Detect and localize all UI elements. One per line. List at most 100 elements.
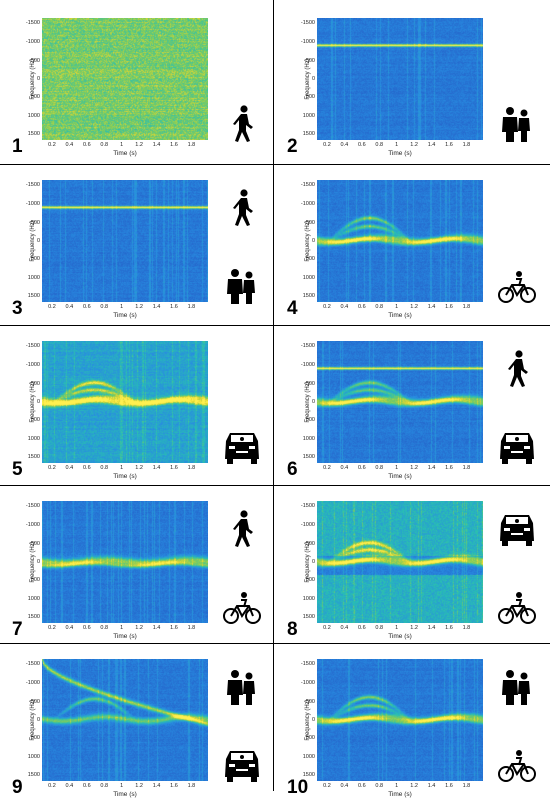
panel-number: 10: [287, 777, 309, 798]
x-tick-label: 0.4: [65, 304, 74, 310]
panel-number: 3: [12, 298, 23, 319]
panel-4: Frequency (Hz) -1500 -1000 -500 0 500 1000 1500…: [275, 166, 550, 324]
panel-number: 8: [287, 619, 298, 640]
x-tick-label: 1: [120, 625, 124, 631]
y-tick-label: -1000: [25, 39, 40, 46]
x-tick-label: 0.8: [100, 465, 109, 471]
y-tick-label: 0: [36, 238, 40, 244]
x-tick-label: 1: [395, 304, 399, 310]
panel-number: 6: [287, 459, 298, 480]
spectrogram-plot: [317, 659, 483, 781]
x-axis-label: Time (s): [113, 791, 137, 798]
y-tick-label: 500: [305, 256, 315, 263]
y-tick-label: 500: [30, 577, 40, 584]
x-tick-label: 1.8: [187, 142, 196, 148]
x-tick-label: 1: [120, 304, 124, 310]
two-persons-icon: [222, 667, 262, 707]
x-tick-label: 1.8: [462, 304, 471, 310]
spectrogram-plot: [317, 180, 483, 302]
spectrogram-image: [42, 501, 208, 623]
y-tick-label: 500: [305, 577, 315, 584]
x-tick-label: 0.4: [340, 625, 349, 631]
x-tick-label: 0.2: [323, 465, 331, 471]
x-tick-label: 1: [120, 783, 124, 789]
x-tick-label: 1.6: [445, 625, 453, 631]
y-tick-label: -1500: [300, 660, 315, 667]
y-tick-label: -1500: [25, 502, 40, 509]
x-tick-label: 1.4: [152, 142, 161, 148]
x-tick-label: 1: [395, 625, 399, 631]
spectrogram-plot: [317, 341, 483, 463]
x-tick-label: 0.8: [375, 625, 384, 631]
x-tick-label: 1.6: [445, 142, 453, 148]
spectrogram-image: [317, 341, 483, 463]
x-tick-label: 0.2: [323, 625, 331, 631]
x-axis-label: Time (s): [388, 150, 412, 157]
x-tick-label: 1.4: [152, 783, 161, 789]
x-tick-label: 1.6: [170, 465, 178, 471]
x-tick-label: 0.8: [375, 304, 384, 310]
panel-number: 7: [12, 619, 23, 640]
walking-person-icon: [222, 188, 262, 228]
x-tick-label: 0.4: [65, 465, 74, 471]
x-tick-label: 0.6: [357, 142, 366, 148]
x-tick-label: 1: [395, 783, 399, 789]
x-tick-label: 0.4: [65, 783, 74, 789]
x-tick-label: 1.8: [187, 625, 196, 631]
y-tick-label: 1000: [302, 112, 315, 119]
y-tick-label: 1500: [27, 130, 40, 137]
x-tick-label: 1.8: [462, 465, 471, 471]
panel-number: 5: [12, 459, 23, 480]
y-tick-label: 500: [30, 256, 40, 263]
y-tick-label: 0: [311, 399, 315, 405]
y-tick-label: 1500: [27, 771, 40, 778]
y-tick-label: 1000: [27, 112, 40, 119]
x-tick-label: 1.4: [152, 625, 161, 631]
y-tick-label: -500: [303, 57, 315, 64]
walking-person-icon: [222, 104, 262, 144]
x-tick-label: 1.8: [462, 625, 471, 631]
x-tick-label: 0.4: [65, 142, 74, 148]
y-tick-label: 1500: [302, 613, 315, 620]
x-tick-label: 0.6: [82, 142, 91, 148]
x-tick-label: 1.2: [410, 783, 418, 789]
y-tick-label: -1000: [300, 39, 315, 46]
x-axis-label: Time (s): [388, 791, 412, 798]
y-tick-label: 1500: [27, 613, 40, 620]
x-tick-label: 1.4: [427, 304, 436, 310]
y-tick-label: 1500: [27, 453, 40, 460]
y-tick-label: -500: [303, 698, 315, 705]
x-tick-label: 1.4: [152, 304, 161, 310]
x-tick-label: 0.2: [323, 783, 331, 789]
panel-3: Frequency (Hz) -1500 -1000 -500 0 500 1000 1500…: [0, 166, 275, 324]
x-tick-label: 0.6: [82, 625, 91, 631]
y-tick-label: 1500: [302, 292, 315, 299]
panel-1: Frequency (Hz) -1500 -1000 -500 0 500 1000 1500…: [0, 4, 275, 162]
x-axis-label: Time (s): [388, 473, 412, 480]
y-tick-label: -1000: [300, 362, 315, 369]
y-tick-label: -500: [28, 57, 40, 64]
x-tick-label: 1.2: [410, 142, 418, 148]
y-tick-label: -500: [28, 540, 40, 547]
spectrogram-plot: [317, 18, 483, 140]
x-tick-label: 1.6: [170, 783, 178, 789]
y-tick-label: -1000: [25, 362, 40, 369]
x-tick-label: 0.4: [340, 304, 349, 310]
x-tick-label: 1.8: [462, 783, 471, 789]
panel-number: 2: [287, 136, 298, 157]
x-tick-label: 1: [395, 465, 399, 471]
x-tick-label: 1.8: [187, 304, 196, 310]
x-tick-label: 1.8: [187, 783, 196, 789]
two-persons-icon: [222, 266, 262, 306]
x-tick-label: 0.4: [65, 625, 74, 631]
y-tick-label: 1000: [27, 274, 40, 281]
x-axis-label: Time (s): [113, 633, 137, 640]
two-persons-icon: [497, 667, 537, 707]
x-tick-label: 1.8: [462, 142, 471, 148]
y-tick-label: 0: [36, 399, 40, 405]
y-tick-label: -500: [303, 219, 315, 226]
y-tick-label: 1500: [302, 453, 315, 460]
y-tick-label: -1500: [300, 342, 315, 349]
y-tick-label: 500: [305, 417, 315, 424]
y-tick-label: -1000: [25, 680, 40, 687]
